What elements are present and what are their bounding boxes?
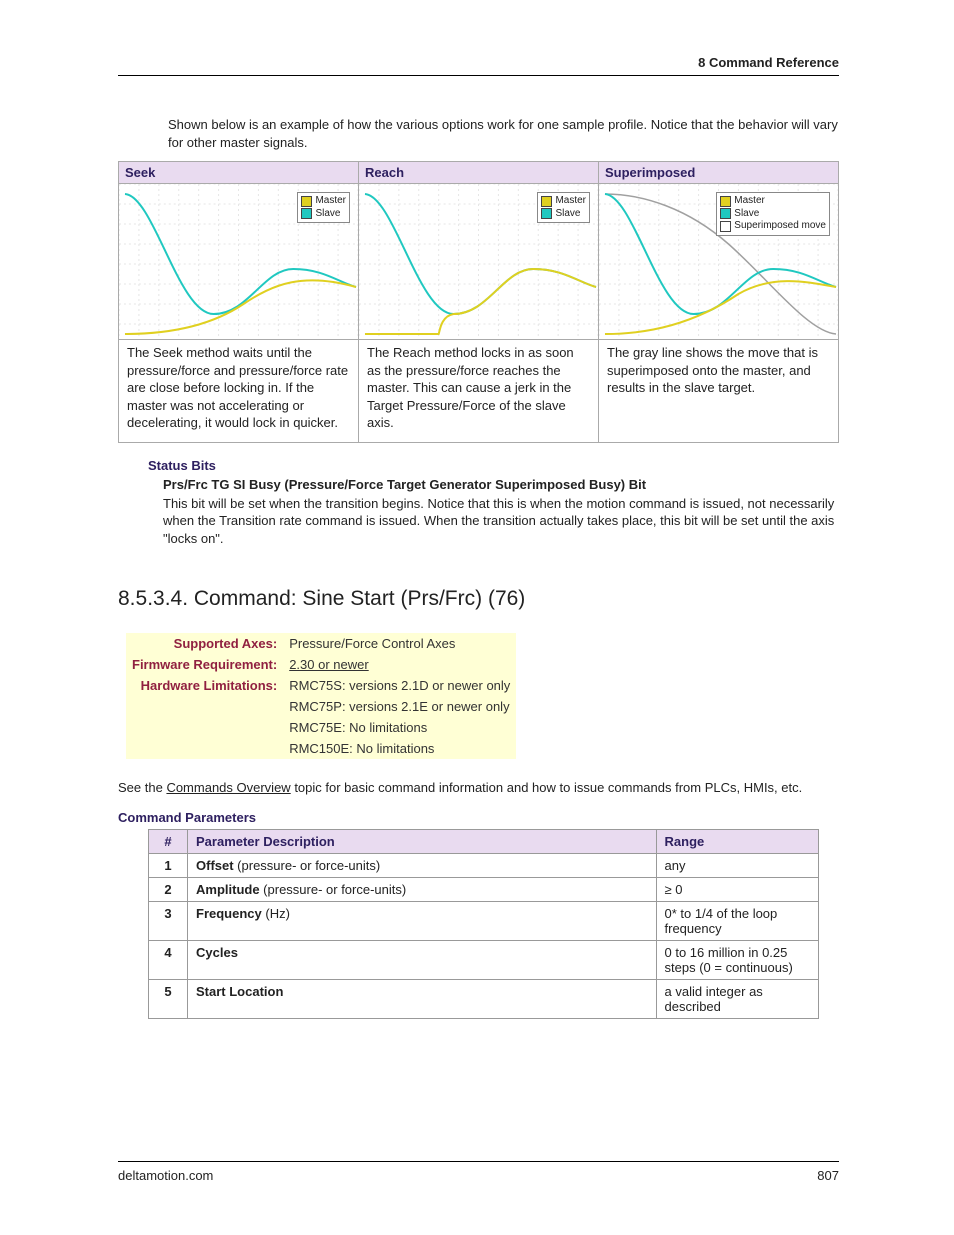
chart-legend: MasterSlave	[537, 192, 590, 223]
cmp-graph-cell: MasterSlave	[119, 184, 359, 340]
info-value: RMC75S: versions 2.1D or newer only	[283, 675, 516, 696]
page-header: 8 Command Reference	[118, 55, 839, 76]
info-label	[126, 717, 283, 738]
table-row: 2Amplitude (pressure- or force-units)≥ 0	[149, 877, 819, 901]
footer-right: 807	[817, 1168, 839, 1183]
table-row: 4Cycles0 to 16 million in 0.25 steps (0 …	[149, 940, 819, 979]
params-col-desc: Parameter Description	[188, 829, 657, 853]
param-num: 3	[149, 901, 188, 940]
legend-label: Superimposed move	[734, 220, 826, 233]
param-num: 5	[149, 979, 188, 1018]
param-num: 1	[149, 853, 188, 877]
chart-legend: MasterSlave	[297, 192, 350, 223]
info-value: RMC75E: No limitations	[283, 717, 516, 738]
params-col-num: #	[149, 829, 188, 853]
param-desc: Frequency (Hz)	[188, 901, 657, 940]
param-range: 0 to 16 million in 0.25 steps (0 = conti…	[656, 940, 818, 979]
status-bits-body: This bit will be set when the transition…	[163, 495, 839, 548]
info-label: Hardware Limitations:	[126, 675, 283, 696]
cmp-header: Seek	[119, 162, 359, 184]
table-row: 3Frequency (Hz)0* to 1/4 of the loop fre…	[149, 901, 819, 940]
cmp-desc-cell: The gray line shows the move that is sup…	[599, 340, 839, 443]
param-range: any	[656, 853, 818, 877]
intro-paragraph: Shown below is an example of how the var…	[168, 116, 839, 151]
param-range: 0* to 1/4 of the loop frequency	[656, 901, 818, 940]
param-desc: Cycles	[188, 940, 657, 979]
see-prefix: See the	[118, 780, 166, 795]
commands-overview-link[interactable]: Commands Overview	[166, 780, 290, 795]
command-parameters-heading: Command Parameters	[118, 810, 839, 825]
param-desc: Offset (pressure- or force-units)	[188, 853, 657, 877]
legend-label: Master	[734, 195, 765, 208]
cmp-desc-cell: The Seek method waits until the pressure…	[119, 340, 359, 443]
info-value: RMC75P: versions 2.1E or newer only	[283, 696, 516, 717]
see-suffix: topic for basic command information and …	[291, 780, 803, 795]
info-label: Supported Axes:	[126, 633, 283, 654]
legend-label: Slave	[315, 208, 340, 221]
command-heading: 8.5.3.4. Command: Sine Start (Prs/Frc) (…	[118, 587, 839, 611]
command-info-box: Supported Axes:Pressure/Force Control Ax…	[126, 633, 516, 759]
info-value: RMC150E: No limitations	[283, 738, 516, 759]
cmp-header: Superimposed	[599, 162, 839, 184]
param-range: ≥ 0	[656, 877, 818, 901]
param-desc: Start Location	[188, 979, 657, 1018]
legend-label: Slave	[734, 208, 759, 221]
page-footer: deltamotion.com 807	[118, 1161, 839, 1183]
status-bits-heading: Status Bits	[148, 458, 839, 473]
cmp-header: Reach	[359, 162, 599, 184]
info-value: Pressure/Force Control Axes	[283, 633, 516, 654]
legend-label: Master	[555, 195, 586, 208]
legend-label: Master	[315, 195, 346, 208]
param-num: 4	[149, 940, 188, 979]
status-bits-subheading: Prs/Frc TG SI Busy (Pressure/Force Targe…	[163, 477, 839, 492]
cmp-desc-cell: The Reach method locks in as soon as the…	[359, 340, 599, 443]
param-range: a valid integer as described	[656, 979, 818, 1018]
params-col-range: Range	[656, 829, 818, 853]
table-row: 1Offset (pressure- or force-units)any	[149, 853, 819, 877]
info-label: Firmware Requirement:	[126, 654, 283, 675]
param-desc: Amplitude (pressure- or force-units)	[188, 877, 657, 901]
param-num: 2	[149, 877, 188, 901]
info-label	[126, 738, 283, 759]
footer-left: deltamotion.com	[118, 1168, 213, 1183]
info-label	[126, 696, 283, 717]
chart-legend: MasterSlaveSuperimposed move	[716, 192, 830, 236]
cmp-graph-cell: MasterSlaveSuperimposed move	[599, 184, 839, 340]
table-row: 5Start Locationa valid integer as descri…	[149, 979, 819, 1018]
command-parameters-table: # Parameter Description Range 1Offset (p…	[148, 829, 819, 1019]
see-paragraph: See the Commands Overview topic for basi…	[118, 779, 839, 797]
cmp-graph-cell: MasterSlave	[359, 184, 599, 340]
comparison-table: SeekReachSuperimposed MasterSlaveMasterS…	[118, 161, 839, 443]
legend-label: Slave	[555, 208, 580, 221]
info-value: 2.30 or newer	[283, 654, 516, 675]
